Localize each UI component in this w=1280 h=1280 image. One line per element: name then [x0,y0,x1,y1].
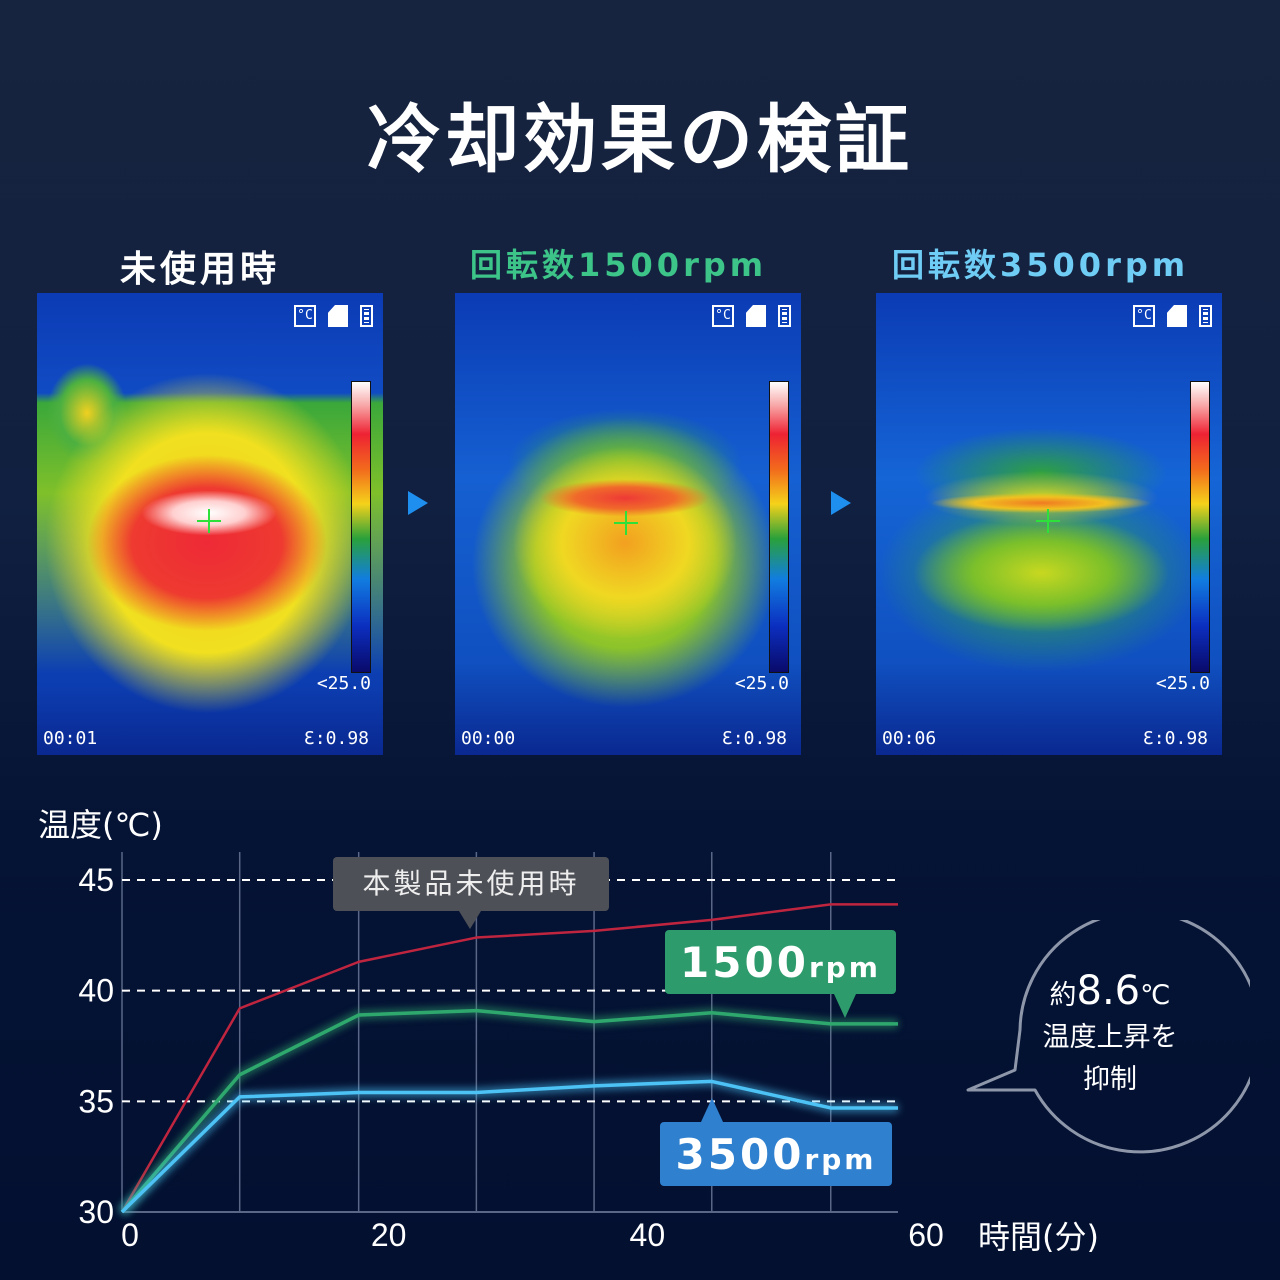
series-tag-1500rpm: 1500rpm [665,930,896,994]
tag-unit: rpm [804,1143,877,1176]
celsius-icon: °C [294,305,316,327]
svg-text:0: 0 [121,1217,139,1253]
sd-card-icon [1167,305,1187,327]
tag-pointer [459,911,481,929]
line-chart: 45 40 35 300 20 40 60 [78,852,944,1253]
tag-value: 3500 [675,1130,805,1179]
svg-text:45: 45 [78,862,114,898]
series-tag-3500rpm: 3500rpm [660,1122,892,1186]
svg-text:60: 60 [908,1217,944,1253]
crosshair-icon [1036,509,1060,533]
crosshair-icon [197,509,221,533]
emissivity: Ɛ:0.98 [721,728,787,749]
tag-pointer [701,1098,723,1122]
scale-min-label: <25.0 [1155,673,1210,694]
svg-text:40: 40 [78,973,114,1009]
svg-text:30: 30 [78,1194,114,1230]
scale-min-label: <25.0 [316,673,371,694]
arrow-right-icon [831,491,851,515]
sd-card-icon [746,305,766,327]
callout-line2: 温度上昇を [1042,1022,1178,1053]
svg-text:20: 20 [371,1217,407,1253]
emissivity: Ɛ:0.98 [303,728,369,749]
tag-unit: rpm [808,951,881,984]
battery-icon [778,305,791,327]
callout-prefix: 約 [1049,980,1077,1011]
svg-text:35: 35 [78,1083,114,1119]
sd-card-icon [328,305,348,327]
hud-icons: °C [1133,305,1212,327]
color-scale-bar [1190,381,1210,673]
color-scale-bar [769,381,789,673]
callout-line3: 抑制 [1083,1064,1137,1095]
emissivity: Ɛ:0.98 [1142,728,1208,749]
celsius-icon: °C [712,305,734,327]
tag-pointer [834,994,856,1018]
scale-min-label: <25.0 [734,673,789,694]
thermal-image-3500rpm: °C <25.0 00:06 Ɛ:0.98 [876,293,1222,755]
tag-value: 1500 [680,938,809,987]
callout-unit: ℃ [1140,980,1171,1011]
thermal-heatmap [876,293,1222,755]
panel-label-unused: 未使用時 [120,249,281,290]
color-scale-bar [351,381,371,673]
callout-bubble [966,920,1250,1154]
svg-text:40: 40 [630,1217,666,1253]
x-axis-label: 時間(分) [978,1218,1099,1256]
timestamp: 00:01 [43,728,98,749]
callout-text: 約8.6℃ 温度上昇を 抑制 [990,970,1230,1101]
thermal-heatmap [37,293,383,755]
hud-icons: °C [294,305,373,327]
panel-label-1500rpm: 回転数1500rpm [470,246,768,284]
thermal-image-1500rpm: °C <25.0 00:00 Ɛ:0.98 [455,293,801,755]
thermal-heatmap [455,293,801,755]
y-axis-label: 温度(℃) [38,806,163,844]
timestamp: 00:00 [461,728,516,749]
celsius-icon: °C [1133,305,1155,327]
battery-icon [1199,305,1212,327]
page-title: 冷却効果の検証 [367,97,913,183]
hud-icons: °C [712,305,791,327]
callout-value: 8.6 [1076,968,1141,1014]
timestamp: 00:06 [882,728,937,749]
arrow-right-icon [408,491,428,515]
series-tag-unused: 本製品未使用時 [333,857,609,911]
chart-lines [118,903,898,1216]
battery-icon [360,305,373,327]
thermal-image-unused: °C <25.0 00:01 Ɛ:0.98 [37,293,383,755]
crosshair-icon [614,511,638,535]
axis-ticks: 45 40 35 300 20 40 60 [78,862,943,1253]
panel-label-3500rpm: 回転数3500rpm [892,246,1190,284]
